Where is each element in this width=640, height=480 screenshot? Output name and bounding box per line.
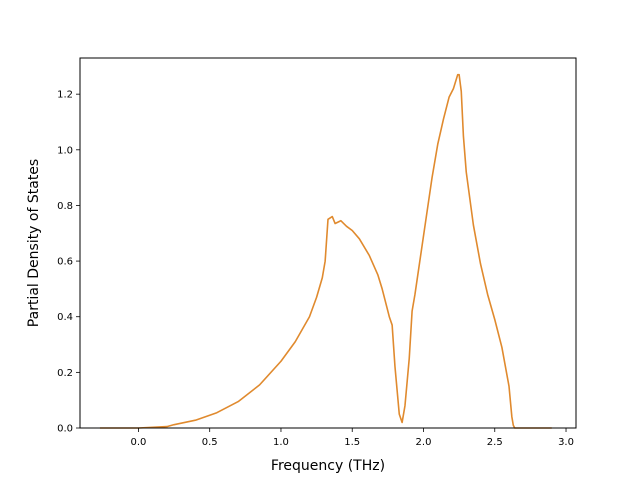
series-line-1 (99, 73, 552, 429)
x-tick-label: 3.0 (558, 437, 574, 448)
x-tick-label: 0.0 (130, 437, 146, 448)
y-tick-label: 0.2 (57, 368, 73, 379)
y-tick-label: 0.8 (57, 201, 73, 212)
x-tick-label: 0.5 (202, 437, 218, 448)
y-tick-label: 0.0 (57, 424, 73, 435)
x-tick-label: 2.5 (487, 437, 503, 448)
x-tick-label: 2.0 (416, 437, 432, 448)
x-tick-label: 1.5 (344, 437, 360, 448)
plot-frame (79, 57, 577, 429)
y-axis-label: Partial Density of States (26, 159, 42, 327)
x-axis-ticks: 0.0 0.5 1.0 1.5 2.0 2.5 3.0 (130, 428, 574, 448)
series-layer (99, 73, 552, 429)
x-axis-label: Frequency (THz) (271, 458, 385, 474)
y-axis-ticks: 0.0 0.2 0.4 0.6 0.8 1.0 1.2 (57, 90, 80, 435)
y-tick-label: 0.6 (57, 257, 73, 268)
x-tick-label: 1.0 (273, 437, 289, 448)
y-tick-label: 0.4 (57, 312, 73, 323)
y-tick-label: 1.2 (57, 90, 73, 101)
y-tick-label: 1.0 (57, 145, 73, 156)
